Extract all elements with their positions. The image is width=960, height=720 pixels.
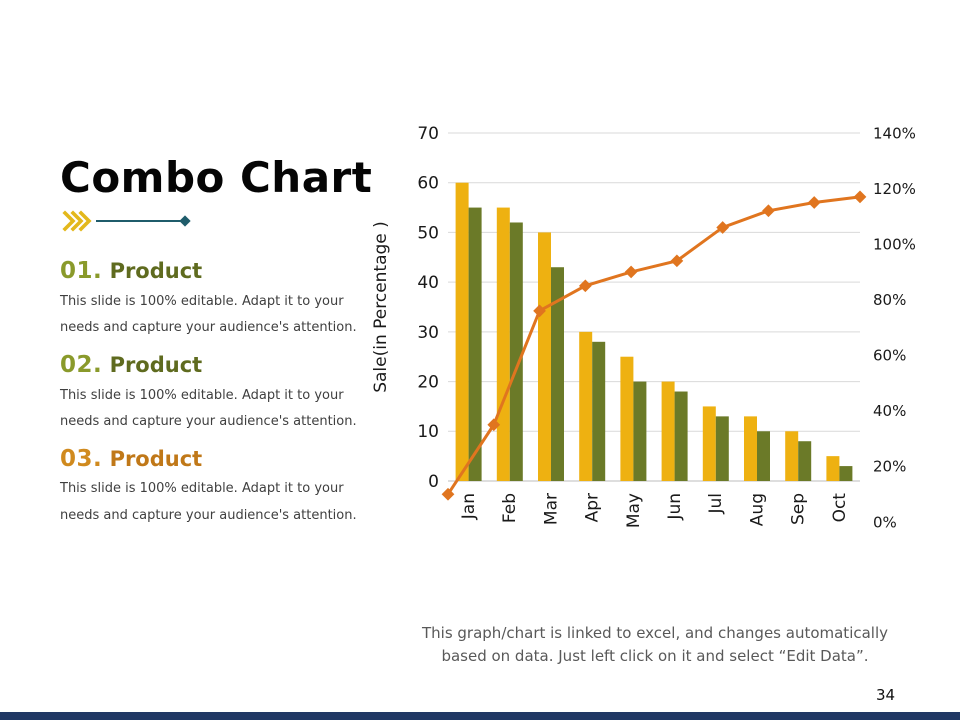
bar-series1[interactable] — [579, 331, 593, 481]
x-axis-label: Mar — [541, 493, 561, 525]
section-02-heading: 02. Product — [60, 352, 380, 380]
bar-series1[interactable] — [826, 456, 840, 481]
bar-series2[interactable] — [674, 391, 688, 481]
left-axis-tick-label: 50 — [417, 223, 439, 243]
section-number: 03. — [60, 445, 103, 472]
chart-caption-line1: This graph/chart is linked to excel, and… — [421, 624, 889, 642]
left-column: Combo Chart 01. Product This slide is 10… — [60, 153, 380, 540]
bar-series1[interactable] — [538, 232, 551, 481]
section-title: Product — [109, 352, 203, 377]
bar-series2[interactable] — [468, 207, 482, 482]
section-03-heading: 03. Product — [60, 446, 380, 474]
section-01-heading: 01. Product — [60, 258, 380, 286]
bar-series2[interactable] — [798, 441, 812, 481]
line-marker-diamond-icon — [762, 204, 775, 218]
bar-series2[interactable] — [633, 381, 647, 481]
bar-series2[interactable] — [592, 341, 606, 481]
page-number: 34 — [876, 686, 896, 704]
right-axis-tick-label: 80% — [873, 291, 906, 309]
bar-series2[interactable] — [839, 466, 853, 481]
line-marker-diamond-icon — [441, 487, 455, 501]
section-number: 02. — [60, 351, 103, 378]
section-title: Product — [109, 446, 203, 471]
section-body: This slide is 100% editable. Adapt it to… — [60, 387, 357, 430]
line-marker-diamond-icon — [578, 279, 592, 293]
chart-caption-line2: based on data. Just left click on it and… — [441, 647, 869, 666]
x-axis-label: Apr — [583, 493, 603, 522]
section-02: 02. Product This slide is 100% editable.… — [60, 352, 380, 436]
x-axis-label: Jul — [706, 493, 726, 515]
x-axis-label: Aug — [747, 493, 767, 526]
bar-series2[interactable] — [757, 431, 770, 481]
x-axis-label: May — [624, 493, 644, 528]
x-axis-label: Feb — [500, 493, 520, 523]
right-axis-tick-label: 20% — [873, 458, 906, 476]
left-axis-tick-label: 0 — [428, 472, 439, 492]
bar-series1[interactable] — [661, 381, 675, 481]
x-axis-label: Jan — [459, 493, 479, 520]
section-body: This slide is 100% editable. Adapt it to… — [60, 293, 357, 336]
left-axis-tick-label: 30 — [417, 323, 439, 343]
line-marker-diamond-icon — [670, 254, 684, 268]
section-03: 03. Product This slide is 100% editable.… — [60, 446, 380, 530]
line-marker-diamond-icon — [807, 196, 821, 209]
bar-series1[interactable] — [744, 416, 757, 481]
line-marker-diamond-icon — [853, 190, 867, 204]
title-arrow-decoration — [62, 210, 191, 232]
left-axis-tick-label: 60 — [417, 174, 439, 194]
x-axis-label: Sep — [789, 493, 809, 525]
right-axis-tick-label: 100% — [873, 235, 916, 253]
bar-series1[interactable] — [785, 431, 799, 481]
left-axis-tick-label: 70 — [417, 124, 439, 144]
left-axis-tick-label: 10 — [417, 422, 439, 442]
x-axis-label: Oct — [830, 493, 850, 523]
diamond-icon — [179, 215, 191, 227]
line-marker-diamond-icon — [487, 418, 501, 432]
chevrons-icon — [62, 210, 92, 232]
y-axis-title: Sale(in Percentage ) — [371, 221, 391, 393]
bar-series2[interactable] — [551, 267, 564, 481]
right-axis-tick-label: 40% — [873, 402, 906, 420]
bar-series1[interactable] — [620, 356, 634, 481]
bar-series1[interactable] — [455, 182, 469, 481]
page-title: Combo Chart — [60, 153, 373, 202]
section-body: This slide is 100% editable. Adapt it to… — [60, 481, 357, 524]
section-number: 01. — [60, 258, 103, 285]
chart-caption: This graph/chart is linked to excel, and… — [390, 622, 920, 669]
right-axis-tick-label: 120% — [873, 180, 916, 198]
right-axis-tick-label: 60% — [873, 347, 906, 365]
line-series — [446, 195, 861, 496]
combo-chart[interactable]: 0 10 20 30 40 50 60 70 0% 20% 40% 60% 80% 100% 120% 140… — [370, 115, 920, 560]
section-title: Product — [109, 259, 203, 284]
bar-series1[interactable] — [496, 207, 510, 482]
section-01: 01. Product This slide is 100% editable.… — [60, 258, 380, 342]
left-axis-tick-label: 20 — [417, 373, 439, 393]
line-marker-diamond-icon — [716, 221, 730, 234]
bottom-accent-bar — [0, 712, 960, 720]
bar-series2[interactable] — [715, 416, 729, 481]
bar-series1[interactable] — [702, 406, 716, 481]
right-axis-tick-label: 0% — [873, 513, 897, 531]
x-axis-label: Jun — [665, 493, 685, 521]
line-marker-diamond-icon — [624, 265, 638, 279]
left-axis-tick-label: 40 — [417, 273, 439, 293]
bar-series2[interactable] — [509, 222, 523, 481]
right-axis-tick-label: 140% — [873, 124, 916, 142]
